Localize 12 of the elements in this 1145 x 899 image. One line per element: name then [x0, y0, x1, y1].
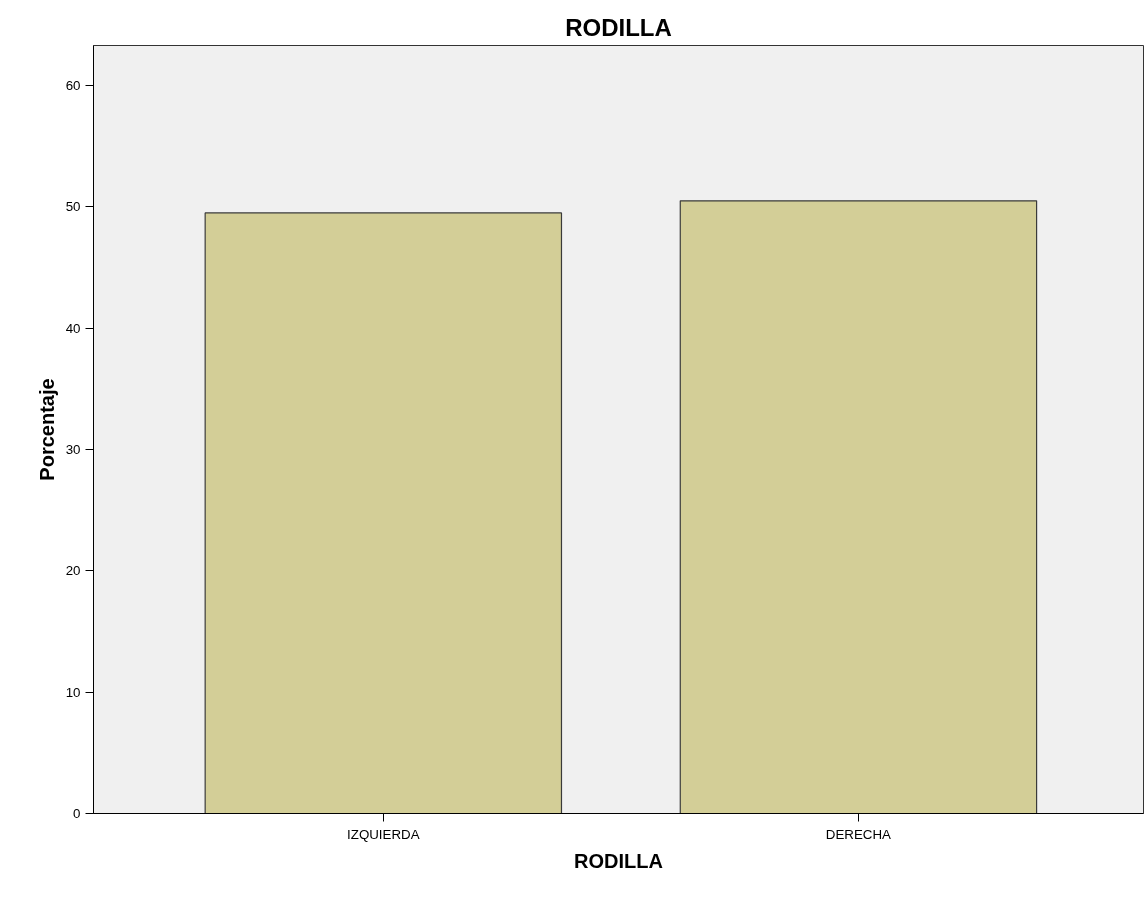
y-axis-title: Porcentaje — [35, 378, 58, 481]
x-tick-label: DERECHA — [825, 826, 892, 842]
x-axis-title: RODILLA — [574, 849, 663, 872]
y-tick-label: 50 — [65, 199, 81, 215]
y-tick-label: 10 — [65, 684, 81, 700]
y-tick-label: 30 — [65, 442, 81, 458]
x-tick-label: IZQUIERDA — [347, 826, 420, 842]
y-tick-label: 40 — [65, 320, 81, 336]
y-tick-label: 60 — [65, 78, 81, 94]
chart-title: RODILLA — [565, 13, 672, 41]
y-tick-label: 0 — [73, 806, 81, 821]
y-tick-label: 20 — [65, 563, 81, 579]
